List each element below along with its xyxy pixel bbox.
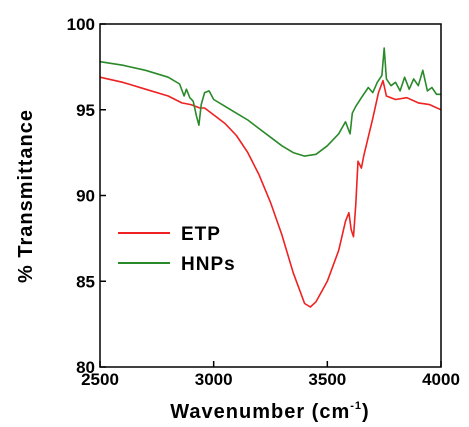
x-tick-label: 4000: [422, 370, 460, 389]
plot-lines: [99, 47, 442, 308]
series-line-hnps: [99, 47, 441, 157]
y-tick-label: 95: [76, 101, 95, 120]
y-tick-label: 90: [76, 187, 95, 206]
x-tick-label: 2500: [81, 370, 119, 389]
legend-label-etp: ETP: [181, 224, 221, 245]
series-line-etp: [99, 76, 442, 308]
x-tick-label: 3000: [195, 370, 233, 389]
y-tick-label: 100: [67, 15, 95, 34]
x-axis-label-close: ): [362, 401, 370, 423]
legend: ETP HNPs: [118, 224, 236, 275]
ticks: 2500 3000 3500 4000 80 85 90 95 100: [67, 15, 460, 389]
plot-frame: [99, 23, 442, 368]
x-axis-label-main: Wavenumber (cm: [170, 401, 350, 423]
y-tick-label: 85: [76, 272, 95, 291]
y-axis-label: % Transmittance: [15, 109, 37, 283]
x-tick-label: 3500: [308, 370, 346, 389]
x-axis-label-superscript: -1: [350, 400, 362, 412]
y-tick-label: 80: [76, 358, 95, 377]
x-axis-label: Wavenumber (cm-1): [170, 400, 369, 423]
legend-label-hnps: HNPs: [181, 254, 236, 275]
